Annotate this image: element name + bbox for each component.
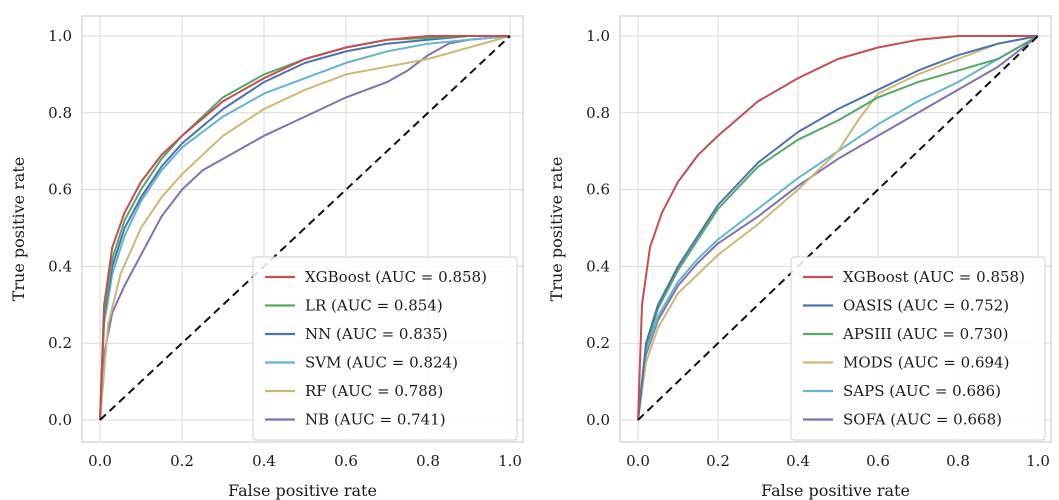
reference-diagonal-line: [99, 35, 511, 421]
series-line: [99, 35, 511, 421]
y-tick-label: 0.4: [586, 257, 610, 275]
series-line: [637, 35, 1039, 421]
y-tick-label: 0.8: [586, 104, 610, 122]
y-tick-label: 0.0: [48, 411, 72, 429]
y-axis-label: True positive rate: [547, 157, 566, 302]
y-tick-label: 1.0: [48, 27, 72, 45]
series-line: [637, 35, 1039, 421]
legend-entry-label: OASIS (AUC = 0.752): [843, 297, 1009, 315]
series-line: [99, 35, 510, 421]
x-axis-label: False positive rate: [761, 481, 910, 500]
legend: XGBoost (AUC = 0.858) OASIS (AUC = 0.752)…: [790, 256, 1046, 441]
series-line: [637, 35, 1039, 421]
y-tick-label: 0.6: [48, 181, 72, 199]
legend-entry-label: SVM (AUC = 0.824): [305, 354, 458, 372]
plot-frame: [81, 15, 524, 443]
x-tick-label: 0.0: [626, 452, 650, 470]
x-tick-label: 0.6: [866, 452, 890, 470]
series-line: [99, 35, 510, 421]
legend-entry-label: SOFA (AUC = 0.668): [843, 411, 1002, 429]
y-tick-label: 0.6: [586, 181, 610, 199]
legend-box: [252, 256, 518, 441]
legend-entry-label: XGBoost (AUC = 0.858): [843, 268, 1025, 286]
series-line: [637, 35, 1039, 421]
legend-entry-label: LR (AUC = 0.854): [305, 297, 443, 315]
y-tick-label: 0.2: [48, 334, 72, 352]
y-tick-label: 1.0: [586, 27, 610, 45]
x-tick-label: 1.0: [1026, 452, 1050, 470]
x-tick-label: 0.4: [252, 452, 276, 470]
y-tick-label: 0.2: [586, 334, 610, 352]
reference-diagonal-line: [637, 35, 1039, 421]
legend-entry-label: APSIII (AUC = 0.730): [842, 325, 1008, 343]
y-tick-label: 0.8: [48, 104, 72, 122]
chart-panel-2: 0.0 0.2 0.4 0.6 0.8 1.0 0.0 0.2 0.4 0.6 0.8 1.0 Fals…: [547, 15, 1052, 500]
series-line: [99, 35, 510, 421]
y-axis-label: True positive rate: [9, 157, 28, 302]
x-tick-label: 0.8: [416, 452, 440, 470]
legend-entry-label: NB (AUC = 0.741): [305, 411, 446, 429]
legend-box: [790, 256, 1046, 441]
legend-entry-label: NN (AUC = 0.835): [305, 325, 448, 343]
x-tick-label: 0.8: [946, 452, 970, 470]
series-line: [99, 35, 511, 421]
chart-panel-1: 0.0 0.2 0.4 0.6 0.8 1.0 0.0 0.2 0.4 0.6 0.8 1.0 Fals…: [9, 15, 524, 500]
legend-entry-label: SAPS (AUC = 0.686): [843, 382, 1001, 400]
x-tick-label: 0.0: [88, 452, 112, 470]
y-tick-label: 0.0: [586, 411, 610, 429]
legend: XGBoost (AUC = 0.858) LR (AUC = 0.854) NN …: [252, 256, 518, 441]
x-axis-label: False positive rate: [228, 481, 377, 500]
x-tick-label: 0.4: [786, 452, 810, 470]
series-line: [99, 35, 511, 421]
series-line: [637, 35, 1038, 421]
legend-entry-label: XGBoost (AUC = 0.858): [305, 268, 487, 286]
legend-entry-label: MODS (AUC = 0.694): [843, 354, 1009, 372]
x-tick-label: 0.2: [706, 452, 730, 470]
y-tick-label: 0.4: [48, 257, 72, 275]
legend-entry-label: RF (AUC = 0.788): [305, 382, 443, 400]
x-tick-label: 1.0: [498, 452, 522, 470]
x-tick-label: 0.6: [334, 452, 358, 470]
plot-frame: [619, 15, 1052, 443]
x-tick-label: 0.2: [170, 452, 194, 470]
series-line: [637, 35, 1039, 421]
